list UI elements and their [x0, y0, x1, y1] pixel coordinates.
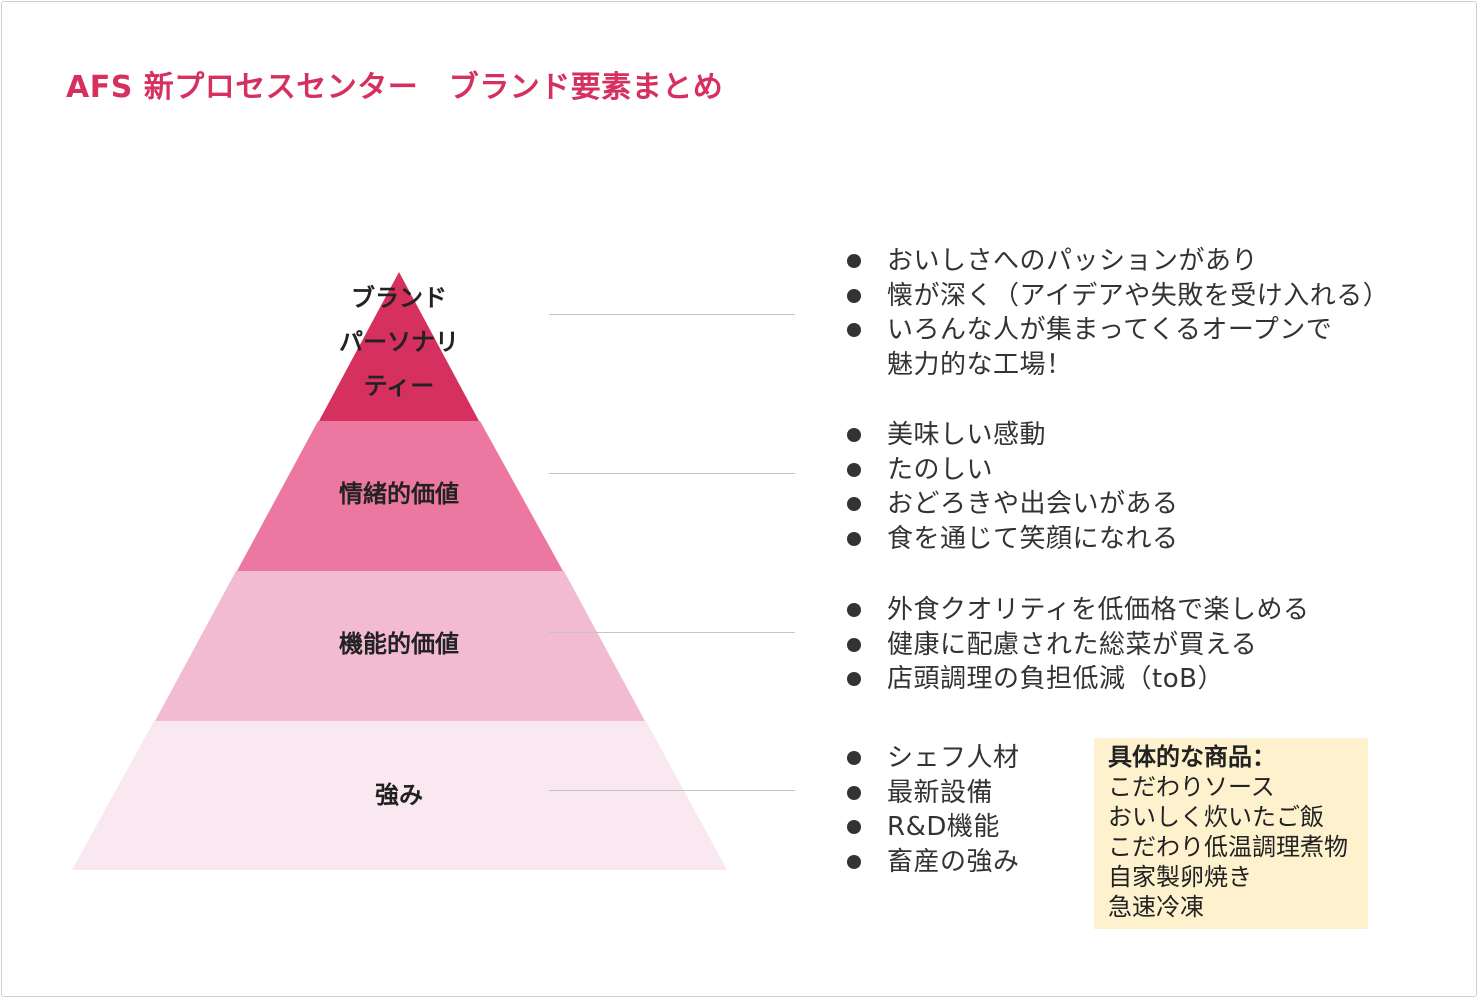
bullet-icon: [847, 288, 861, 303]
bullet-icon: [847, 672, 861, 686]
list-item: シェフ人材: [847, 741, 1020, 776]
product-item: こだわりソース: [1108, 773, 1275, 801]
connector-line: [549, 473, 795, 474]
pyramid-label-line: ブランド: [351, 284, 447, 312]
list-item-text: 畜産の強み: [887, 846, 1020, 877]
bullet-icon: [847, 497, 861, 511]
pyramid-layer-strength: [72, 721, 727, 870]
pyramid-layer-brand-personality: [319, 272, 479, 421]
list-item: R&D機能: [847, 810, 1020, 845]
bullet-icon: [847, 462, 861, 477]
pyramid-label-line: パーソナリ: [339, 328, 459, 356]
brand-personality-list: おいしさへのパッションがあり 懐が深く（アイデアや失敗を受け入れる） いろんな人…: [847, 244, 1389, 382]
list-item: おいしさへのパッションがあり: [847, 244, 1389, 279]
list-item-text: 懐が深く（アイデアや失敗を受け入れる）: [887, 280, 1390, 311]
product-item: 自家製卵焼き: [1108, 863, 1252, 891]
list-item: 外食クオリティを低価格で楽しめる: [847, 593, 1309, 628]
bullet-icon: [847, 531, 861, 546]
list-item-text: R&D機能: [887, 812, 1000, 842]
page-title: AFS 新プロセスセンター ブランド要素まとめ: [66, 70, 724, 105]
list-item-text: 魅力的な工場！: [887, 349, 1073, 380]
bullet-icon: [847, 637, 861, 652]
connector-line: [549, 632, 795, 633]
product-item: おいしく炊いたご飯: [1108, 803, 1324, 831]
list-item-text: おいしさへのパッションがあり: [887, 246, 1259, 276]
pyramid-label-brand-personality: ブランド パーソナリ ティー: [339, 276, 459, 408]
pyramid-layer-functional-value: [155, 571, 645, 721]
emotional-value-list: 美味しい感動 たのしい おどろきや出会いがある 食を通じて笑顔になれる: [847, 418, 1179, 556]
list-item-text: おどろきや出会いがある: [887, 489, 1179, 519]
list-item-text: シェフ人材: [887, 743, 1020, 773]
pyramid-label-strength: 強み: [375, 781, 423, 809]
bullet-icon: [847, 854, 861, 869]
product-item: 急速冷凍: [1108, 893, 1204, 921]
list-item: いろんな人が集まってくるオープンで: [847, 313, 1389, 348]
pyramid-label-functional-value: 機能的価値: [339, 630, 459, 658]
bullet-icon: [847, 323, 861, 337]
list-item-text: いろんな人が集まってくるオープンで: [887, 315, 1333, 345]
product-item: こだわり低温調理煮物: [1108, 833, 1348, 861]
list-item-text: 最新設備: [887, 777, 994, 808]
list-item: おどろきや出会いがある: [847, 487, 1179, 522]
list-item: 店頭調理の負担低減（toB）: [847, 662, 1309, 697]
list-item: 食を通じて笑顔になれる: [847, 522, 1179, 557]
pyramid-label-line: ティー: [363, 372, 435, 400]
list-item-text: 健康に配慮された総菜が買える: [887, 629, 1258, 660]
list-item-text: 美味しい感動: [887, 420, 1047, 450]
list-item-text: たのしい: [887, 454, 994, 485]
strength-list: シェフ人材 最新設備 R&D機能 畜産の強み: [847, 741, 1020, 879]
list-item: 美味しい感動: [847, 418, 1179, 453]
bullet-icon: [847, 785, 861, 800]
bullet-icon: [847, 820, 861, 834]
list-item: 最新設備: [847, 776, 1020, 811]
pyramid-label-emotional-value: 情緒的価値: [339, 480, 459, 508]
list-item: 魅力的な工場！: [847, 348, 1389, 383]
bullet-icon: [847, 751, 861, 765]
bullet-icon: [847, 603, 861, 617]
list-item: 畜産の強み: [847, 845, 1020, 880]
list-item-text: 外食クオリティを低価格で楽しめる: [887, 595, 1310, 625]
bullet-icon: [847, 428, 861, 442]
connector-line: [549, 790, 795, 791]
list-item: 健康に配慮された総菜が買える: [847, 628, 1309, 663]
list-item: 懐が深く（アイデアや失敗を受け入れる）: [847, 279, 1389, 314]
functional-value-list: 外食クオリティを低価格で楽しめる 健康に配慮された総菜が買える 店頭調理の負担低…: [847, 593, 1309, 697]
pyramid-layer-emotional-value: [237, 421, 563, 571]
bullet-icon: [847, 254, 861, 268]
list-item-text: 店頭調理の負担低減（toB）: [887, 664, 1224, 694]
list-item: たのしい: [847, 453, 1179, 488]
products-note-box: 具体的な商品： こだわりソース おいしく炊いたご飯 こだわり低温調理煮物 自家製…: [1094, 738, 1368, 929]
products-heading: 具体的な商品：: [1108, 743, 1276, 771]
connector-line: [549, 314, 795, 315]
list-item-text: 食を通じて笑顔になれる: [887, 523, 1179, 554]
